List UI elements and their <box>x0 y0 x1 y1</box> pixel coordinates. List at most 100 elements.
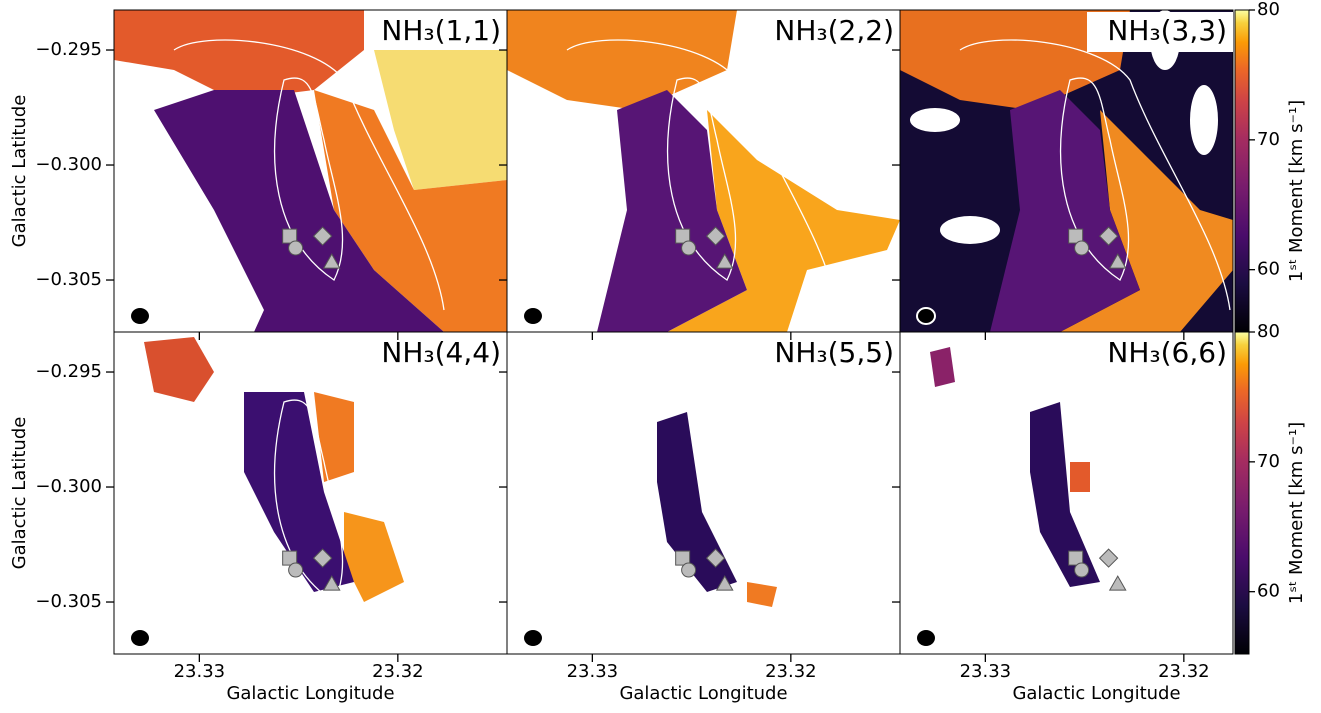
panel-title: NH₃(4,4) <box>381 336 501 369</box>
colorbar-tick-label: 80 <box>1257 0 1280 20</box>
colorbar <box>1234 331 1250 655</box>
marker-diamond <box>312 548 333 568</box>
marker-triangle <box>715 253 734 269</box>
panel-frame <box>899 331 1234 655</box>
map-region <box>507 10 737 110</box>
marker-square <box>675 550 691 566</box>
colorbar-tick-label: 80 <box>1257 321 1280 342</box>
beam <box>131 630 149 646</box>
contour <box>273 77 344 281</box>
colorbar-label: 1ˢᵗ Moment [km s⁻¹] <box>1286 422 1307 604</box>
marker-triangle <box>1108 575 1127 591</box>
contour <box>173 39 445 311</box>
marker-triangle <box>322 575 341 591</box>
marker-triangle <box>322 253 341 269</box>
panel <box>507 10 900 332</box>
marker-square <box>1068 550 1084 566</box>
beam <box>524 308 542 324</box>
beam <box>131 308 149 324</box>
marker-diamond <box>312 226 333 246</box>
panel <box>524 412 777 646</box>
map-region <box>597 90 747 332</box>
contour <box>273 399 344 603</box>
panel-title: NH₃(3,3) <box>1107 14 1227 47</box>
colorbar-tick-label: 70 <box>1257 451 1280 472</box>
colorbar-label: 1ˢᵗ Moment [km s⁻¹] <box>1286 100 1307 282</box>
y-axis-label: Galactic Latitude <box>9 417 30 570</box>
map-region <box>374 50 507 190</box>
map-region <box>1190 85 1218 155</box>
map-region <box>1070 462 1090 492</box>
panel <box>131 337 404 646</box>
map-region <box>667 110 900 332</box>
marker-diamond <box>1098 226 1119 246</box>
map-region <box>900 10 1130 110</box>
panel <box>114 10 507 332</box>
x-axis-label: Galactic Longitude <box>1012 683 1180 704</box>
marker-circle <box>1074 562 1090 578</box>
map-region <box>244 392 354 592</box>
marker-square <box>282 550 298 566</box>
y-axis-label: Galactic Latitude <box>9 95 30 248</box>
marker-circle <box>288 240 304 256</box>
map-region <box>344 512 404 602</box>
map-region <box>154 90 444 332</box>
title-box <box>1087 12 1233 52</box>
map-region <box>144 337 214 402</box>
panel-title: NH₃(6,6) <box>1107 336 1227 369</box>
x-tick-label: 23.32 <box>765 661 817 682</box>
marker-triangle <box>715 575 734 591</box>
x-axis-label: Galactic Longitude <box>619 683 787 704</box>
map-region <box>1060 110 1233 332</box>
map-region <box>930 347 955 387</box>
y-tick-label: −0.305 <box>35 591 102 612</box>
map-region <box>314 90 507 332</box>
colorbar-tick-label: 60 <box>1257 581 1280 602</box>
x-tick-label: 23.33 <box>960 661 1012 682</box>
x-tick-label: 23.32 <box>372 661 424 682</box>
panel-title: NH₃(1,1) <box>381 14 501 47</box>
marker-square <box>1068 228 1084 244</box>
x-axis-label: Galactic Longitude <box>226 683 394 704</box>
panel <box>900 10 1233 332</box>
contour <box>566 39 838 311</box>
marker-diamond <box>705 548 726 568</box>
beam <box>916 307 936 325</box>
panel <box>917 347 1127 646</box>
panel-title: NH₃(5,5) <box>774 336 894 369</box>
contour <box>1059 77 1130 281</box>
x-tick-label: 23.33 <box>567 661 619 682</box>
contour <box>666 77 737 281</box>
marker-circle <box>681 240 697 256</box>
marker-square <box>675 228 691 244</box>
map-region <box>940 216 1000 244</box>
y-tick-label: −0.295 <box>35 39 102 60</box>
x-tick-label: 23.32 <box>1158 661 1210 682</box>
map-region <box>1030 402 1100 587</box>
marker-diamond <box>705 226 726 246</box>
colorbar-tick-label: 60 <box>1257 259 1280 280</box>
marker-circle <box>1074 240 1090 256</box>
marker-circle <box>288 562 304 578</box>
colorbar <box>1234 9 1250 333</box>
beam <box>917 630 935 646</box>
map-region <box>314 392 354 482</box>
x-tick-label: 23.33 <box>174 661 226 682</box>
marker-diamond <box>1098 548 1119 568</box>
map-region <box>114 10 364 100</box>
panel-title: NH₃(2,2) <box>774 14 894 47</box>
y-tick-label: −0.295 <box>35 361 102 382</box>
panel-frame <box>506 331 901 655</box>
y-tick-label: −0.305 <box>35 269 102 290</box>
colorbar-tick-label: 70 <box>1257 129 1280 150</box>
beam <box>524 630 542 646</box>
marker-square <box>282 228 298 244</box>
y-tick-label: −0.300 <box>35 154 102 175</box>
marker-triangle <box>1108 253 1127 269</box>
map-region <box>990 90 1140 332</box>
contour <box>959 39 1231 311</box>
map-region <box>747 582 777 607</box>
map-region <box>910 107 960 133</box>
map-region <box>657 412 737 592</box>
